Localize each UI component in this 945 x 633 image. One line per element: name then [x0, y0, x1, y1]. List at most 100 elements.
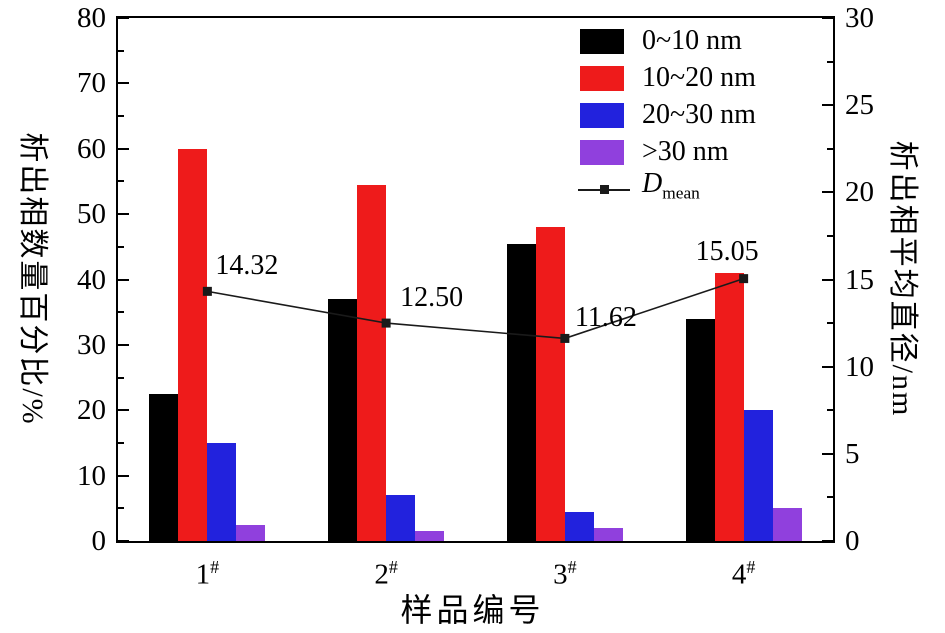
- bar-series2-cat1: [178, 148, 208, 541]
- left-axis-tick-label: 0: [91, 525, 107, 557]
- bar-series2-cat2: [357, 184, 387, 541]
- left-axis-tick-label: 10: [77, 459, 106, 492]
- bar-series2-cat4: [714, 272, 744, 541]
- left-axis-major-tick: [118, 409, 129, 412]
- right-axis-minor-tick: [827, 322, 833, 325]
- left-axis-major-tick: [118, 147, 129, 150]
- left-axis-minor-tick: [118, 180, 124, 183]
- legend-label: 0~10 nm: [642, 25, 742, 56]
- x-axis-category-label: 3#: [553, 557, 577, 591]
- right-axis-major-tick: [822, 104, 833, 107]
- legend: 0~10 nm 10~20 nm 20~30 nm >30 nm Dmean: [578, 26, 756, 211]
- legend-item-4: >30 nm: [578, 137, 756, 167]
- legend-item-3: 20~30 nm: [578, 100, 756, 130]
- left-axis-major-tick: [118, 343, 129, 346]
- dmean-line: [207, 277, 744, 340]
- left-axis-minor-tick: [118, 311, 124, 314]
- right-axis-tick-label: 15: [845, 263, 874, 296]
- right-axis-major-tick: [822, 540, 833, 542]
- legend-line-sample: [578, 176, 630, 202]
- bar-series2-cat3: [535, 227, 565, 541]
- legend-swatch-sample: [578, 65, 630, 91]
- bar-series4-cat2: [415, 531, 445, 541]
- bar-series4-cat4: [772, 508, 802, 541]
- right-axis-minor-tick: [827, 147, 833, 150]
- x-axis-category-label: 4#: [731, 557, 756, 591]
- legend-item-5: Dmean: [578, 169, 756, 204]
- right-axis-tick-label: 10: [845, 350, 874, 383]
- dmean-value-label-cat2: 12.50: [400, 282, 464, 314]
- bar-series1-cat2: [328, 299, 358, 541]
- right-axis-major-tick: [822, 452, 833, 455]
- bar-series3-cat1: [207, 442, 237, 541]
- right-axis-tick-label: 20: [845, 176, 874, 209]
- right-axis-tick-label: 25: [845, 89, 874, 122]
- left-axis-major-tick: [118, 474, 129, 477]
- left-axis-tick-label: 60: [77, 132, 106, 165]
- dmean-marker-cat2: [381, 318, 391, 328]
- left-axis-tick-label: 40: [77, 263, 106, 296]
- right-axis-tick-label: 5: [845, 437, 860, 470]
- left-axis-minor-tick: [118, 507, 124, 510]
- legend-label: >30 nm: [642, 136, 729, 167]
- x-axis-category-label: 1#: [195, 557, 220, 591]
- left-axis-minor-tick: [118, 115, 124, 118]
- left-axis-major-tick: [118, 17, 129, 19]
- legend-marker-glyph: [600, 185, 609, 194]
- right-axis-major-tick: [822, 191, 833, 194]
- left-axis-tick-label: 70: [77, 67, 106, 100]
- bar-series4-cat1: [236, 524, 266, 541]
- bar-series1-cat1: [149, 393, 179, 541]
- left-axis-tick-label: 30: [77, 328, 106, 361]
- legend-swatch-sample: [578, 139, 630, 165]
- dmean-value-label-cat4: 15.05: [695, 235, 759, 267]
- legend-item-2: 10~20 nm: [578, 63, 756, 93]
- legend-color-swatch: [580, 103, 624, 128]
- legend-color-swatch: [580, 29, 624, 54]
- left-axis-major-tick: [118, 82, 129, 85]
- right-axis-tick-label: 0: [845, 525, 860, 557]
- right-axis-major-tick: [822, 365, 833, 368]
- right-axis-minor-tick: [827, 60, 833, 63]
- left-axis-tick-label: 20: [77, 394, 106, 427]
- legend-label: 10~20 nm: [642, 62, 756, 93]
- left-axis-tick-label: 80: [77, 2, 106, 34]
- left-axis-minor-tick: [118, 376, 124, 379]
- dmean-line-layer: [202, 274, 749, 343]
- left-axis-major-tick: [118, 213, 129, 216]
- dmean-marker-cat1: [202, 286, 212, 296]
- dmean-marker-cat4: [739, 274, 749, 284]
- plot-area: [116, 16, 835, 543]
- bar-series3-cat4: [743, 410, 773, 541]
- left-axis-minor-tick: [118, 49, 124, 52]
- left-axis-major-tick: [118, 278, 129, 281]
- right-axis-tick-label: 30: [845, 2, 874, 34]
- legend-color-swatch: [580, 140, 624, 165]
- right-axis-major-tick: [822, 17, 833, 19]
- right-axis-minor-tick: [827, 409, 833, 412]
- right-axis-major-tick: [822, 278, 833, 281]
- x-axis-category-label: 2#: [374, 557, 398, 591]
- dmean-value-label-cat1: 14.32: [215, 250, 279, 282]
- dmean-value-label-cat3: 11.62: [574, 302, 637, 334]
- bar-series3-cat2: [386, 495, 416, 541]
- legend-item-1: 0~10 nm: [578, 26, 756, 56]
- legend-swatch-sample: [578, 102, 630, 128]
- bar-series1-cat4: [685, 318, 715, 541]
- legend-label: Dmean: [642, 168, 700, 203]
- bar-series1-cat3: [506, 243, 536, 541]
- right-axis-minor-tick: [827, 496, 833, 499]
- left-axis-minor-tick: [118, 441, 124, 444]
- x-axis-title: 样品编号: [400, 592, 545, 628]
- dmean-marker-cat3: [560, 333, 570, 343]
- left-axis-tick-label: 50: [77, 198, 106, 231]
- legend-color-swatch: [580, 66, 624, 91]
- left-axis-minor-tick: [118, 245, 124, 248]
- bar-series3-cat3: [564, 511, 594, 541]
- left-axis-major-tick: [118, 540, 129, 542]
- right-axis-minor-tick: [827, 234, 833, 237]
- bar-series4-cat3: [593, 527, 623, 541]
- legend-label: 20~30 nm: [642, 99, 756, 130]
- legend-swatch-sample: [578, 28, 630, 54]
